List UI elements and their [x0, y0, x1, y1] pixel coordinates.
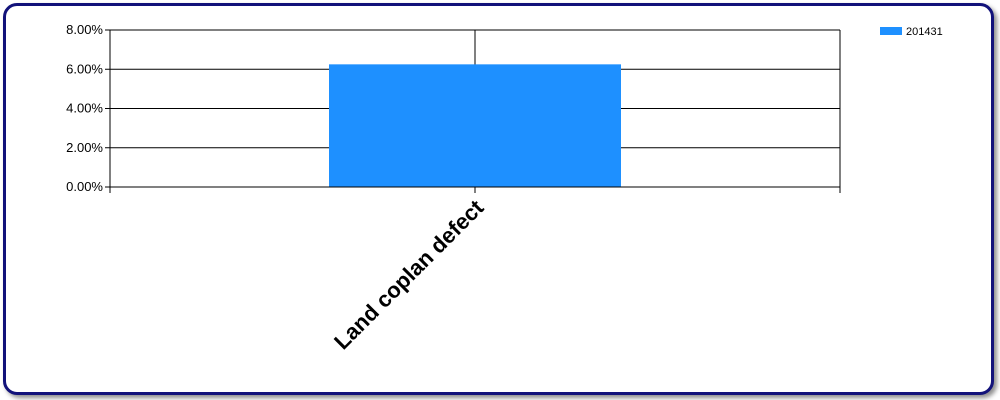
axes [105, 29, 841, 193]
y-tick-label: 2.00% [66, 140, 103, 155]
legend-label: 201431 [906, 26, 943, 38]
bars [329, 64, 621, 187]
y-tick-label: 0.00% [66, 179, 103, 194]
y-tick-label: 4.00% [66, 101, 103, 116]
legend-swatch [880, 27, 902, 35]
y-tick-label: 6.00% [66, 61, 103, 76]
y-tick-label: 8.00% [66, 22, 103, 37]
bar [329, 64, 621, 187]
legend: 201431 [880, 26, 943, 38]
x-category-label: Land coplan defect [329, 194, 489, 354]
